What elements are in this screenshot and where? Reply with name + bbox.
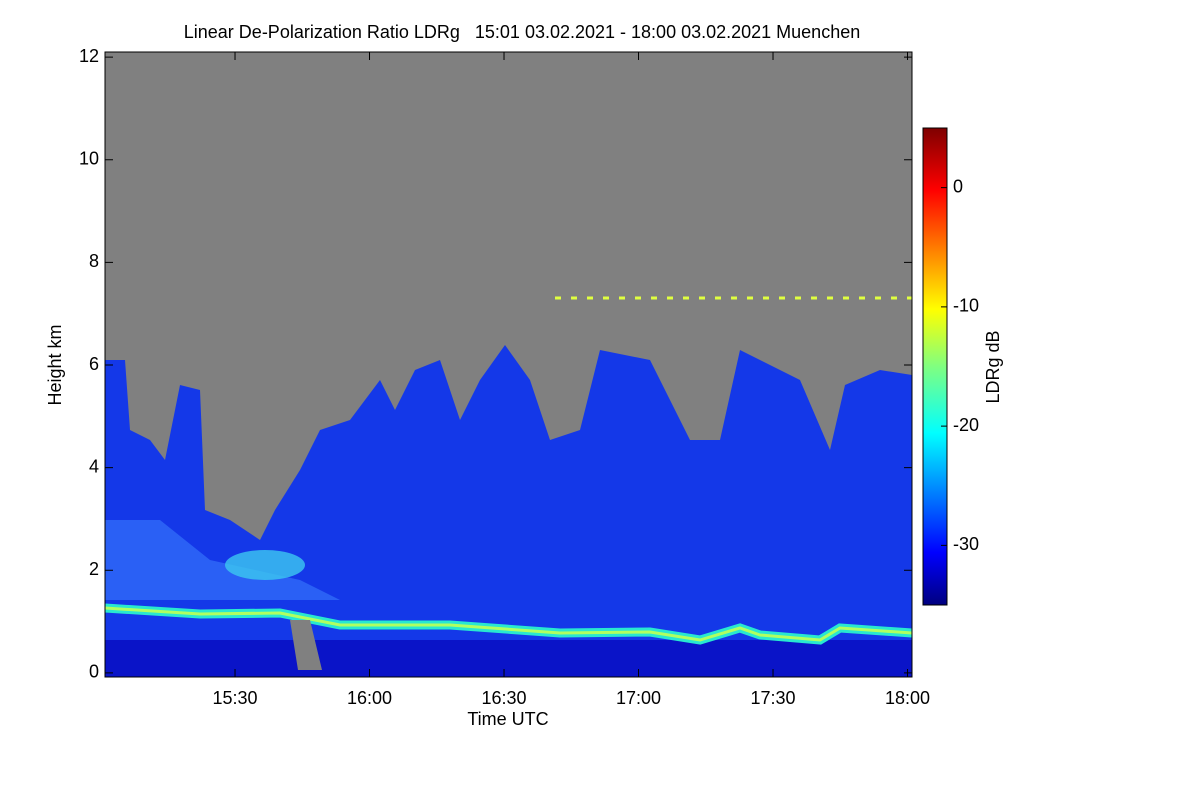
x-axis-label: Time UTC [467,709,548,729]
y-tick-label: 4 [89,456,99,476]
colorbar-tick-label: -20 [953,415,979,435]
heatmap [104,52,913,677]
y-tick-label: 2 [89,559,99,579]
colorbar [922,127,948,606]
y-tick-label: 0 [89,662,99,682]
colorbar-tick-label: -30 [953,534,979,554]
x-tick-label: 18:00 [885,688,930,708]
chart-title: Linear De-Polarization Ratio LDRg 15:01 … [184,22,860,42]
plot-frame [104,51,913,678]
colorbar-label: LDRg dB [983,330,1003,403]
colorbar-tick-label: -10 [953,296,979,316]
x-tick-label: 17:30 [750,688,795,708]
y-tick-label: 10 [79,149,99,169]
x-tick-label: 15:30 [212,688,257,708]
x-tick-label: 16:30 [481,688,526,708]
x-tick-label: 16:00 [347,688,392,708]
y-axis-label: Height km [45,324,65,405]
y-tick-label: 12 [79,46,99,66]
x-tick-label: 17:00 [616,688,661,708]
colorbar-tick-label: 0 [953,176,963,196]
y-tick-label: 8 [89,251,99,271]
y-tick-label: 6 [89,354,99,374]
